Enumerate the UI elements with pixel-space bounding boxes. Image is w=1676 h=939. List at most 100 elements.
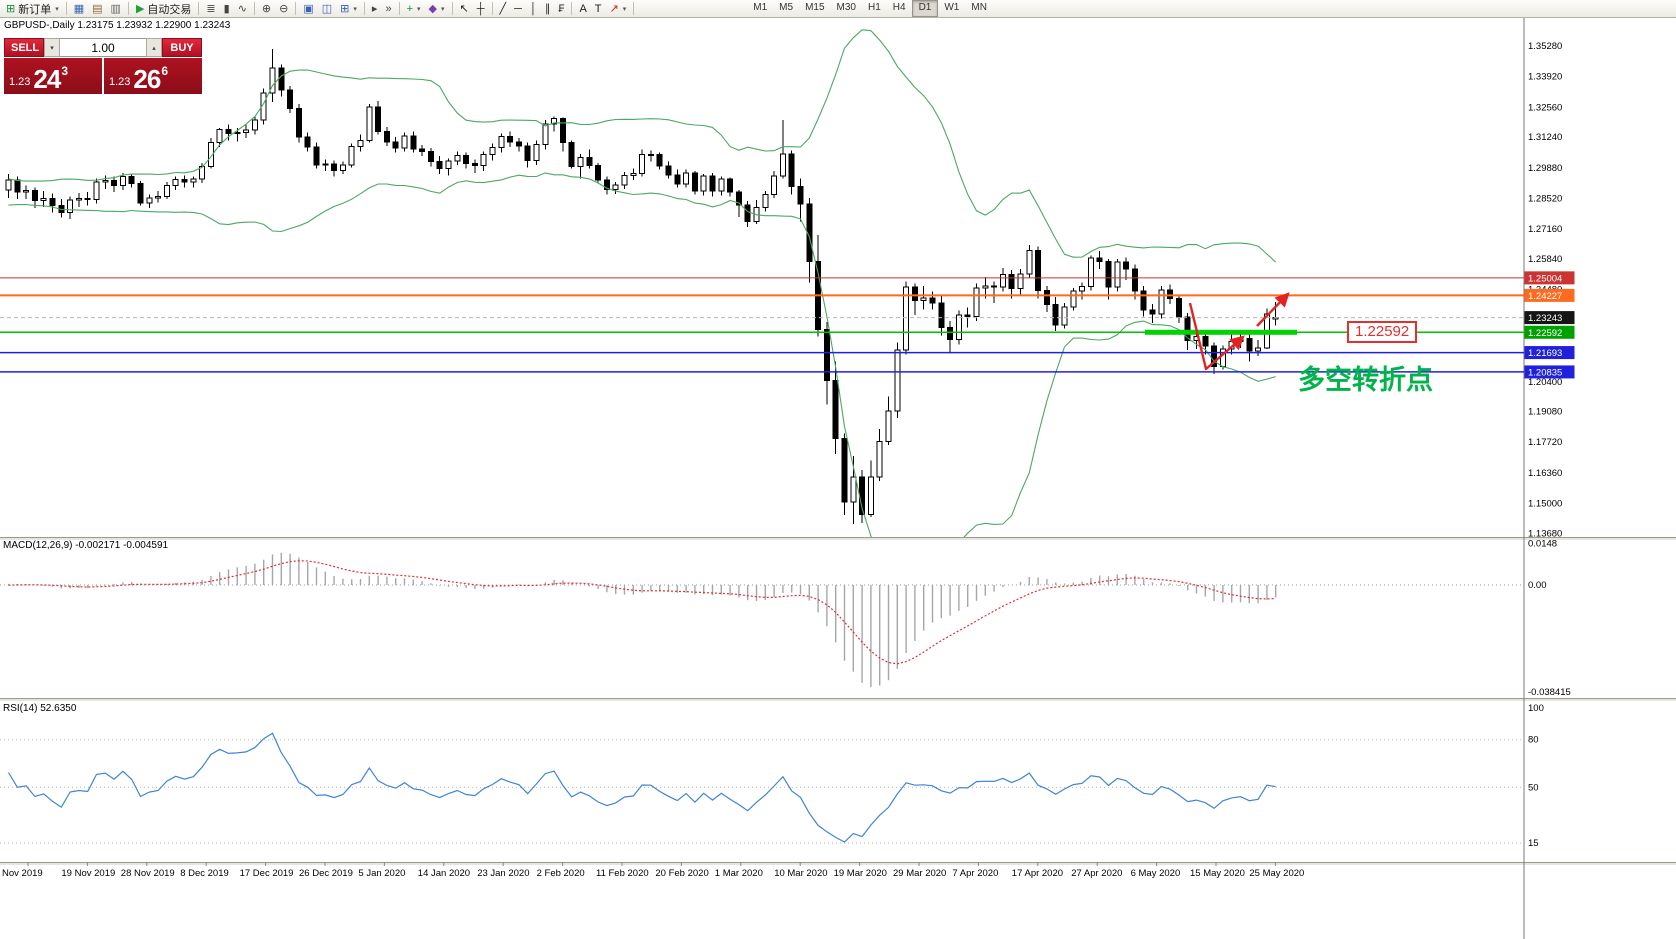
timeframe-m5-button[interactable]: M5 [779,2,794,13]
timeframe-d1-button[interactable]: D1 [911,0,939,17]
candle-body [234,131,241,135]
zoom-out-icon[interactable]: ⊖ [275,1,292,17]
price-tag-text: 1.25004 [1528,273,1562,284]
crosshair-icon[interactable]: ┼ [473,1,489,17]
market-watch-icon[interactable]: ▦ [70,1,88,17]
panel-divider[interactable] [0,699,1676,701]
sell-quote[interactable]: 1.23 24 3 [4,58,102,94]
templates-icon[interactable]: ◆ ▾ [425,1,449,17]
time-axis-label: 11 Feb 2020 [596,868,649,879]
buy-quote[interactable]: 1.23 26 6 [104,58,202,94]
candle-body [1105,260,1112,288]
trendline-icon[interactable]: ╱ [496,1,511,17]
terminal-icon[interactable]: ▥ [107,1,125,17]
trend-arrow[interactable] [1256,292,1290,327]
cursor-icon[interactable]: ↖ [456,1,473,17]
candle-body [1167,289,1174,299]
buy-button[interactable]: BUY [162,38,202,57]
candle-body [683,172,690,185]
timeframe-h4-button[interactable]: H4 [892,2,906,13]
candle-body [1158,289,1165,315]
panel-divider[interactable] [0,698,1676,699]
candle-body [621,174,628,186]
volume-down-button[interactable]: ▾ [44,38,60,57]
autotrade-button[interactable]: ▶ 自动交易 [132,1,195,17]
price-tag [1524,346,1575,360]
line-chart-icon[interactable]: ∿ [234,1,251,17]
navigator-icon[interactable]: ▤ [88,1,106,17]
timeframe-w1-button[interactable]: W1 [944,2,960,13]
svg-text:1.27160: 1.27160 [1528,224,1562,235]
bar-chart-icon[interactable]: ≣ [202,1,219,17]
panel-divider[interactable] [0,537,1676,538]
new-order-icon: ⊞ [6,2,16,15]
candle-body [1175,297,1182,318]
candle-body [1079,285,1086,292]
turning-point-annotation[interactable]: 多空转折点 [1298,365,1433,396]
svg-text:1.29880: 1.29880 [1528,163,1562,174]
candle-body [111,179,118,187]
time-axis-label: 19 Nov 2019 [61,868,115,879]
bar-chart-icon: ≣ [206,2,216,15]
time-axis-label: 15 May 2020 [1190,868,1245,879]
timeframe-mn-button[interactable]: MN [971,2,987,13]
fibonacci-icon[interactable]: ₣ [554,1,568,17]
candle-body [894,349,901,412]
horizontal-line-icon[interactable]: ─ [510,1,526,17]
volume-up-button[interactable]: ▴ [146,38,162,57]
svg-text:1.15000: 1.15000 [1528,499,1562,510]
zoom-in-icon[interactable]: ⊕ [258,1,275,17]
timeframe-m1-button[interactable]: M1 [753,2,768,13]
support-price-label[interactable]: 1.22592 [1347,321,1418,343]
tile-windows-icon[interactable]: ▣ [299,1,317,17]
panel-divider[interactable] [0,538,1676,540]
cascade-windows-icon: ◫ [321,2,333,15]
rsi-axis[interactable]: 100 80 50 15 [1528,703,1544,849]
toolbar-separator [295,2,297,15]
new-order-button[interactable]: ⊞ 新订单 ▾ [2,1,63,17]
channel-icon[interactable]: ∥ [541,1,555,17]
candle-body [1035,249,1042,292]
panel-divider[interactable] [0,862,1676,863]
candlestick-chart-icon[interactable]: ▮ [220,1,234,17]
text-label-icon[interactable]: T [591,1,606,17]
time-axis-label: 20 Feb 2020 [655,868,708,879]
candle-body [1026,249,1033,275]
candlestick-series [5,48,1279,524]
candle-body [199,165,206,180]
candle-body [999,274,1006,288]
volume-input[interactable] [60,38,146,57]
vertical-line-icon[interactable]: │ [526,1,541,17]
time-axis-label: 19 Mar 2020 [834,868,887,879]
sell-button[interactable]: SELL [4,38,44,57]
add-indicator-button[interactable]: + ▾ [403,1,425,17]
one-click-trade-panel: SELL ▾ ▴ BUY 1.23 24 3 1.23 26 6 [4,38,202,94]
candle-body [911,286,918,302]
candle-body [243,129,250,133]
timeframe-m15-button[interactable]: M15 [805,2,825,13]
panel-divider[interactable] [0,863,1676,865]
text-icon[interactable]: A [575,1,590,17]
svg-text:1.19080: 1.19080 [1528,407,1562,418]
support-zone-bar[interactable] [1145,329,1297,335]
candle-body [744,204,751,222]
toolbar-separator [491,2,493,15]
auto-scroll-icon[interactable]: ▸ [368,1,382,17]
candle-body [709,175,716,192]
new-chart-icon[interactable]: ⊞ ▾ [336,1,361,17]
candle-body [278,67,285,91]
arrows-icon[interactable]: ↗ ▾ [606,1,631,17]
chart-shift-icon[interactable]: » [381,1,395,17]
time-axis-labels[interactable]: Nov 2019 19 Nov 2019 28 Nov 2019 8 Dec 2019… [2,862,1304,879]
timeframe-h1-button[interactable]: H1 [867,2,881,13]
main-toolbar: ⊞ 新订单 ▾ ▦ ▤ ▥ ▶ 自动交易 ≣ ▮ ∿ ⊕ ⊖ ▣ ◫ ⊞ ▾ ▸» + ▾ ◆ ▾ ↖ ┼ ╱ ─ │ ∥ ₣ A T ↗ ▾ M… [0,0,1676,18]
buy-price-pips: 26 [133,64,161,94]
add-indicator-icon: + [406,2,413,15]
candle-body [964,314,971,317]
trend-arrow[interactable] [1188,302,1245,371]
cascade-windows-icon[interactable]: ◫ [318,1,336,17]
macd-axis[interactable]: 0.0148 0.00 -0.038415 [1528,539,1571,698]
timeframe-m30-button[interactable]: M30 [836,2,856,13]
candle-body [1131,268,1138,292]
